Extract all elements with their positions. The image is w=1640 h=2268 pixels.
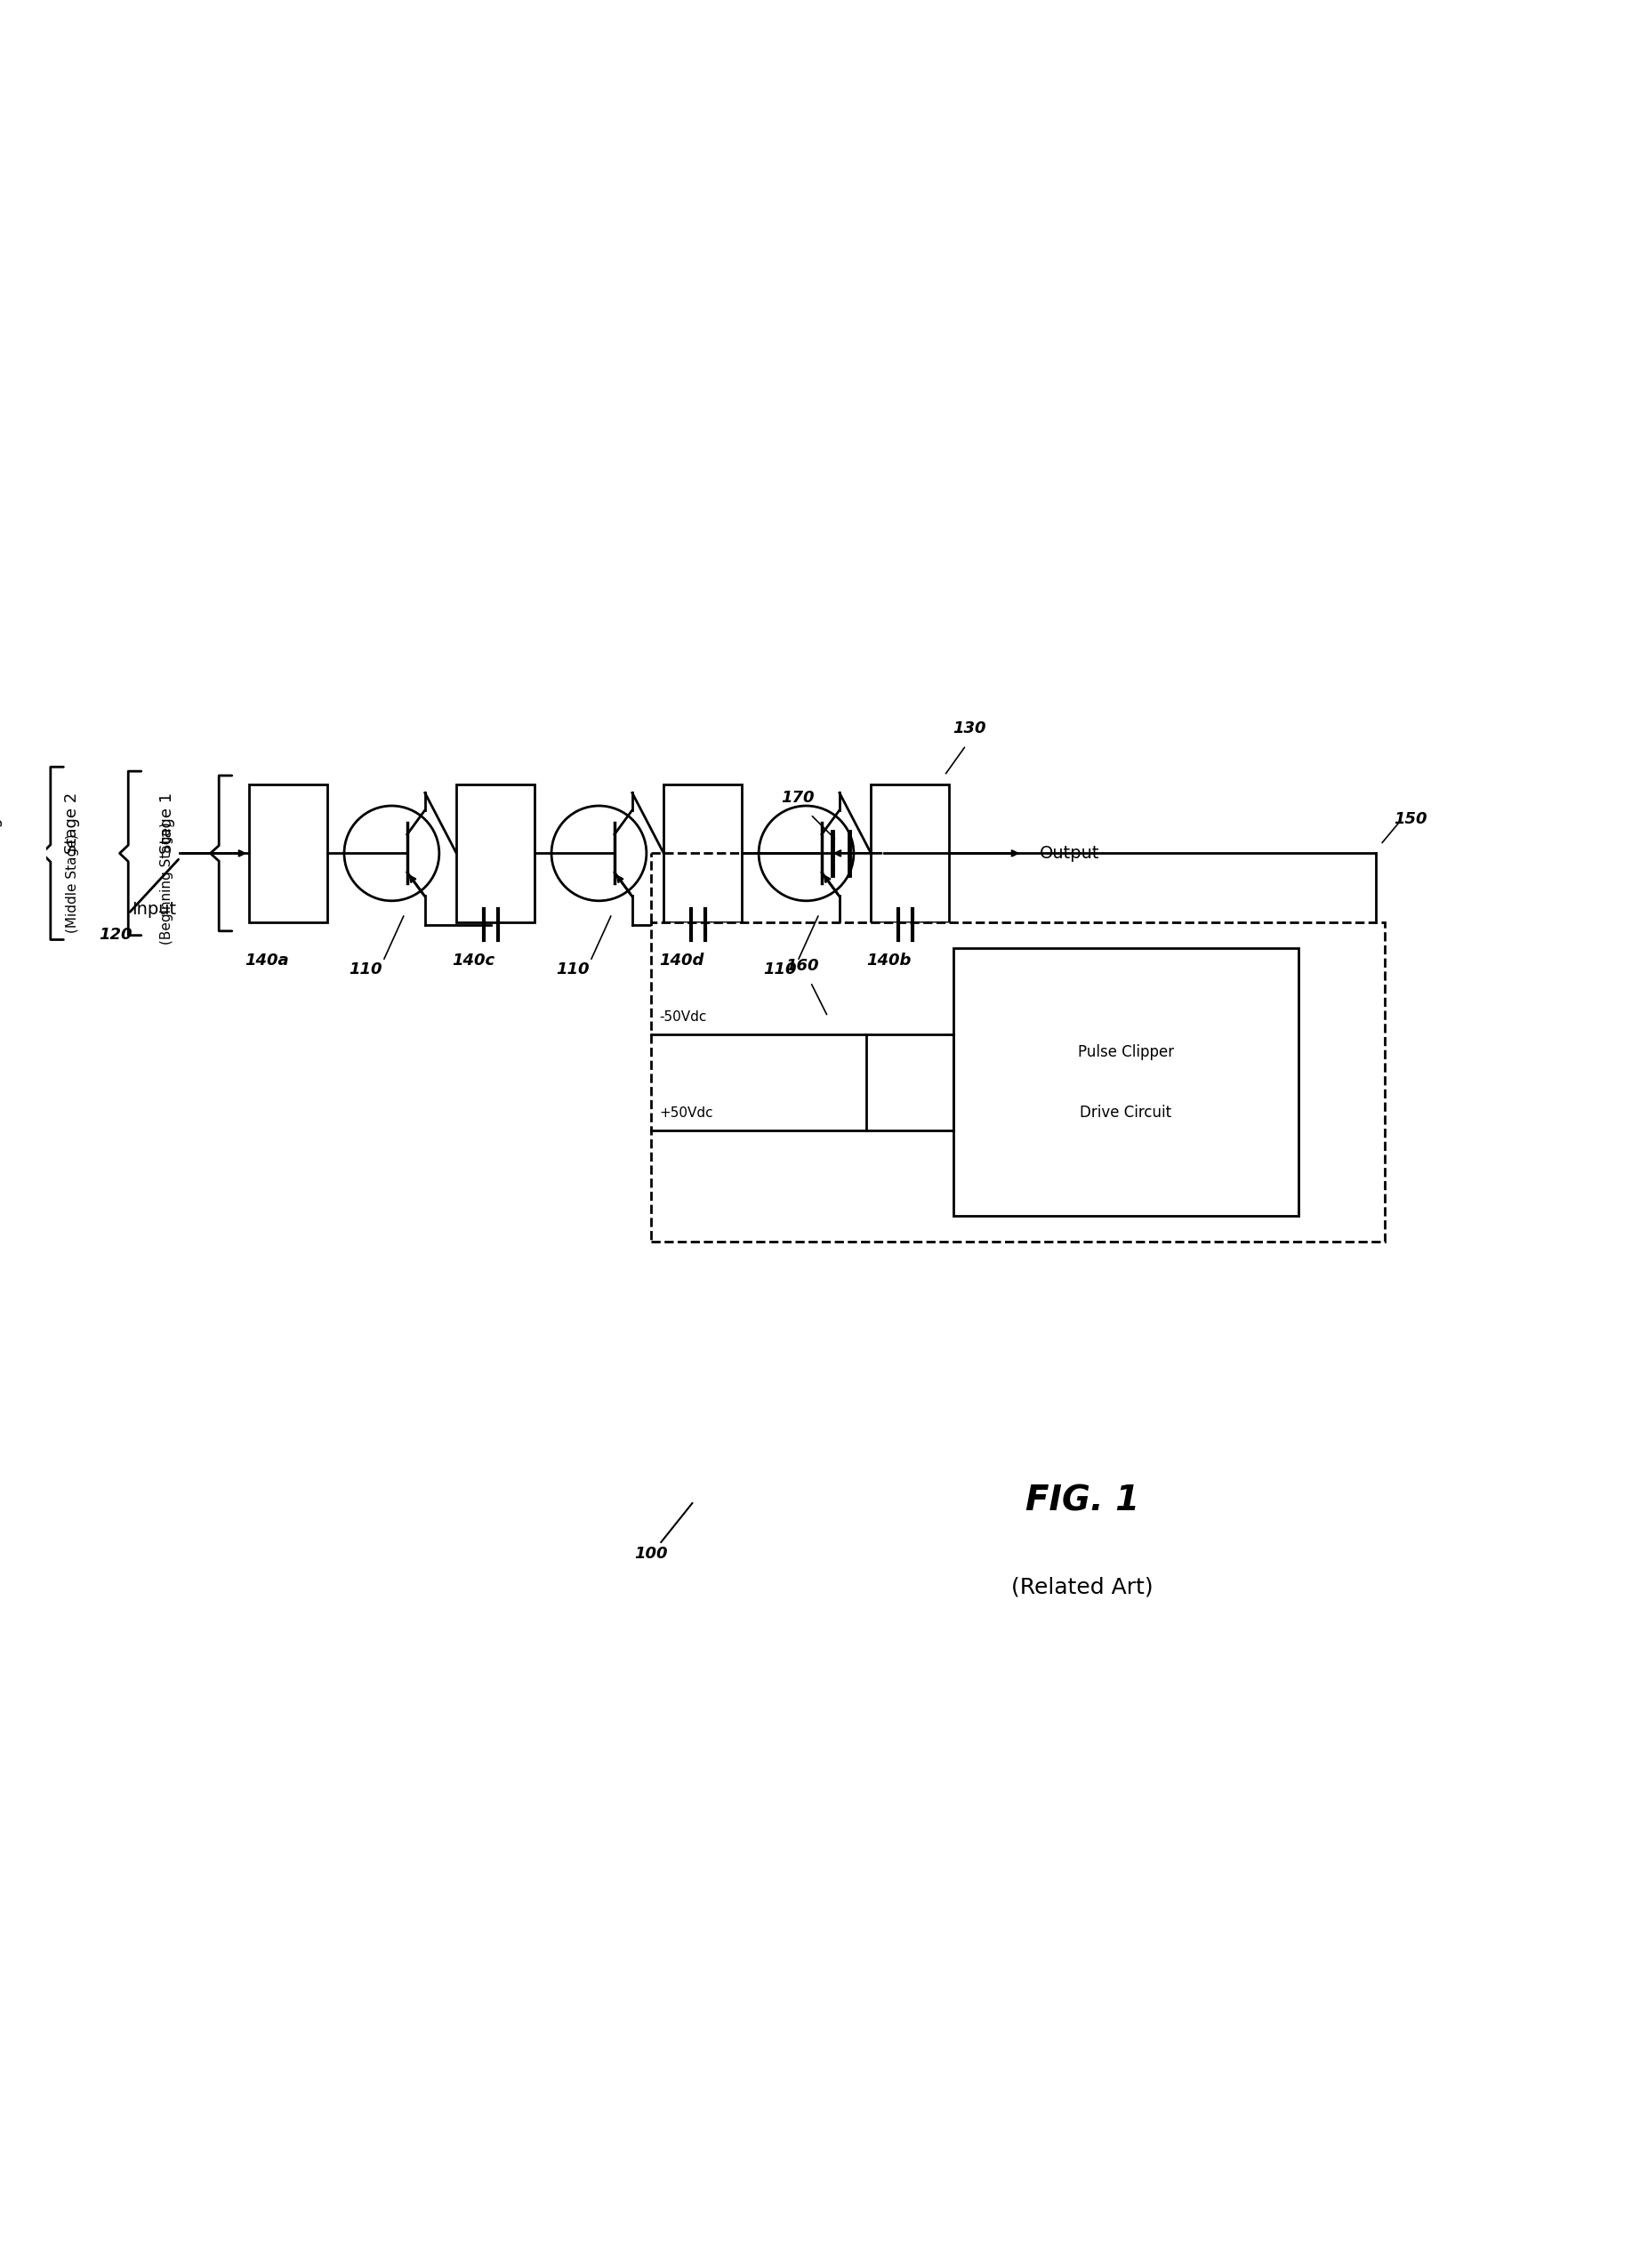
Text: 140d: 140d	[659, 953, 704, 968]
Text: 140a: 140a	[244, 953, 289, 968]
Text: 110: 110	[764, 962, 797, 978]
Text: Stage 3: Stage 3	[0, 792, 2, 853]
Text: Stage 1: Stage 1	[159, 792, 175, 853]
Text: 160: 160	[786, 957, 818, 973]
Text: (Middle Stage): (Middle Stage)	[66, 835, 79, 932]
Text: FIG. 1: FIG. 1	[1025, 1483, 1140, 1517]
Text: 150: 150	[1394, 812, 1427, 828]
Text: Input: Input	[131, 900, 177, 919]
Text: Stage 2: Stage 2	[64, 792, 80, 853]
FancyBboxPatch shape	[664, 785, 741, 923]
FancyBboxPatch shape	[953, 948, 1299, 1216]
Text: Drive Circuit: Drive Circuit	[1079, 1105, 1171, 1120]
FancyBboxPatch shape	[871, 785, 948, 923]
Text: +50Vdc: +50Vdc	[659, 1107, 713, 1120]
Text: 130: 130	[953, 721, 986, 737]
Text: 140b: 140b	[866, 953, 912, 968]
Text: (Beginning Stage): (Beginning Stage)	[161, 823, 174, 946]
Text: 120: 120	[98, 928, 131, 943]
Text: 100: 100	[635, 1545, 667, 1560]
Text: 110: 110	[556, 962, 590, 978]
FancyBboxPatch shape	[249, 785, 326, 923]
Text: -50Vdc: -50Vdc	[659, 1009, 707, 1023]
Text: 110: 110	[349, 962, 382, 978]
FancyBboxPatch shape	[456, 785, 535, 923]
FancyBboxPatch shape	[651, 923, 1384, 1243]
Text: Pulse Clipper: Pulse Clipper	[1077, 1043, 1174, 1059]
Text: (Related Art): (Related Art)	[1012, 1576, 1153, 1599]
Text: 140c: 140c	[453, 953, 495, 968]
Text: 170: 170	[781, 789, 815, 805]
Text: Output: Output	[1040, 846, 1099, 862]
